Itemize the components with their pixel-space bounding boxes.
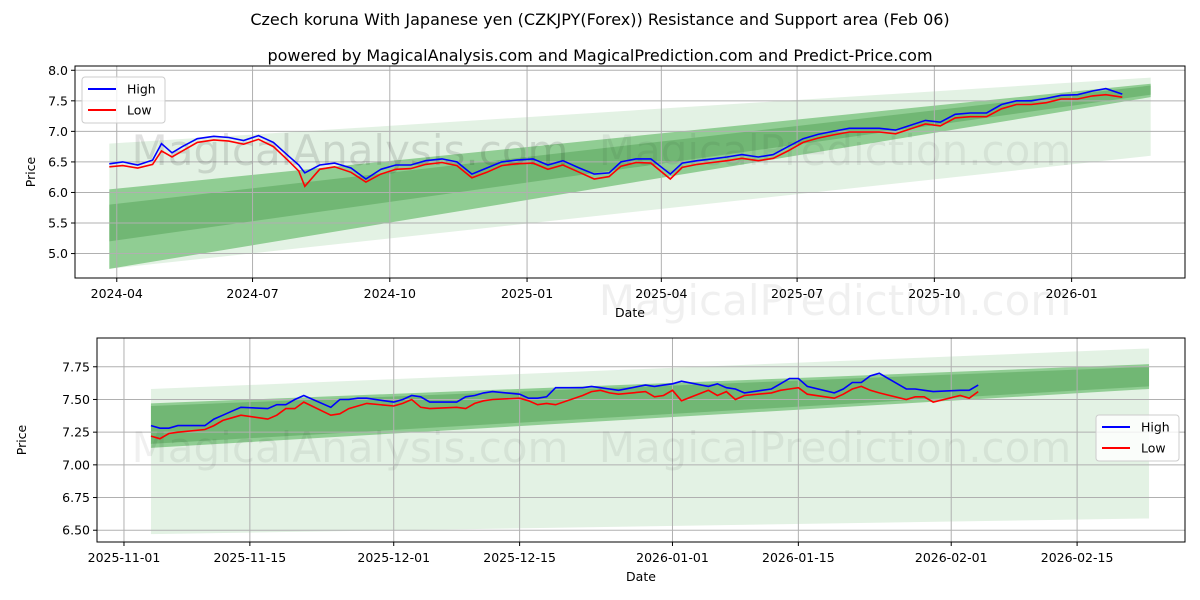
x-tick-label: 2025-11-15 [214, 550, 287, 565]
legend-label-high: High [1141, 420, 1170, 435]
x-tick-label: 2026-02-15 [1041, 550, 1114, 565]
y-tick-label: 7.50 [62, 392, 90, 407]
y-tick-label: 6.50 [62, 523, 90, 538]
series-line-high [109, 87, 1123, 180]
x-axis-label: Date [615, 305, 645, 320]
x-tick-label: 2026-02-01 [915, 550, 988, 565]
y-axis-label: Price [23, 156, 38, 187]
chart-panel-1: 5.0 5.5 6.0 6.5 7.0 7.5 8.0 2024-04 2024-07 2024-… [23, 63, 1186, 325]
watermark: MagicalPrediction.com [599, 126, 1072, 175]
y-tick-label: 6.5 [48, 154, 68, 169]
y-tick-label: 6.75 [62, 490, 90, 505]
axes-frame [96, 337, 1186, 543]
x-tick-label: 2026-01-01 [636, 550, 709, 565]
x-tick-label: 2025-12-15 [483, 550, 556, 565]
series-line-low [150, 385, 979, 440]
y-tick-label: 5.0 [48, 246, 68, 261]
legend-label-low: Low [1141, 441, 1166, 456]
x-tick-label: 2025-04 [635, 286, 687, 301]
watermark: MagicalAnalysis.com [132, 423, 569, 472]
x-tick-label: 2025-12-01 [357, 550, 430, 565]
y-tick-label: 7.75 [62, 359, 90, 374]
y-tick-label: 6.0 [48, 185, 68, 200]
x-tick-label: 2026-01 [1045, 286, 1097, 301]
x-tick-label: 2025-01 [501, 286, 553, 301]
y-tick-label: 7.25 [62, 425, 90, 440]
watermark: MagicalPrediction.com [599, 423, 1072, 472]
chart-subtitle: powered by MagicalAnalysis.com and Magic… [267, 46, 933, 65]
x-tick-label: 2025-11-01 [88, 550, 161, 565]
chart-title: Czech koruna With Japanese yen (CZKJPY(F… [250, 10, 950, 29]
x-tick-label: 2025-10 [908, 286, 960, 301]
y-axis-label: Price [14, 424, 29, 455]
band-dark [150, 366, 1150, 444]
legend: High Low [81, 76, 166, 124]
x-tick-label: 2024-10 [364, 286, 416, 301]
y-tick-label: 7.00 [62, 457, 90, 472]
watermark: MagicalAnalysis.com [132, 126, 569, 175]
watermark: MagicalPrediction.com [599, 276, 1072, 325]
x-tick-label: 2024-04 [91, 286, 143, 301]
legend-label-low: Low [127, 103, 152, 118]
y-tick-label: 7.0 [48, 124, 68, 139]
chart-panel-2: 6.50 6.75 7.00 7.25 7.50 7.75 2025-11-01 2025-1… [14, 337, 1186, 584]
x-tick-label: 2024-07 [226, 286, 278, 301]
y-tick-label: 5.5 [48, 216, 68, 231]
x-axis-label: Date [626, 569, 656, 584]
x-tick-label: 2026-01-15 [762, 550, 835, 565]
y-tick-label: 7.5 [48, 93, 68, 108]
x-tick-label: 2025-07 [771, 286, 823, 301]
series-line-high [150, 372, 979, 430]
series-line-low [109, 93, 1123, 188]
legend: High Low [1095, 414, 1180, 462]
watermark: MagicalAnalysis.com [132, 126, 569, 175]
axes-frame [74, 65, 1186, 279]
legend-label-high: High [127, 82, 156, 97]
y-tick-label: 8.0 [48, 63, 68, 78]
